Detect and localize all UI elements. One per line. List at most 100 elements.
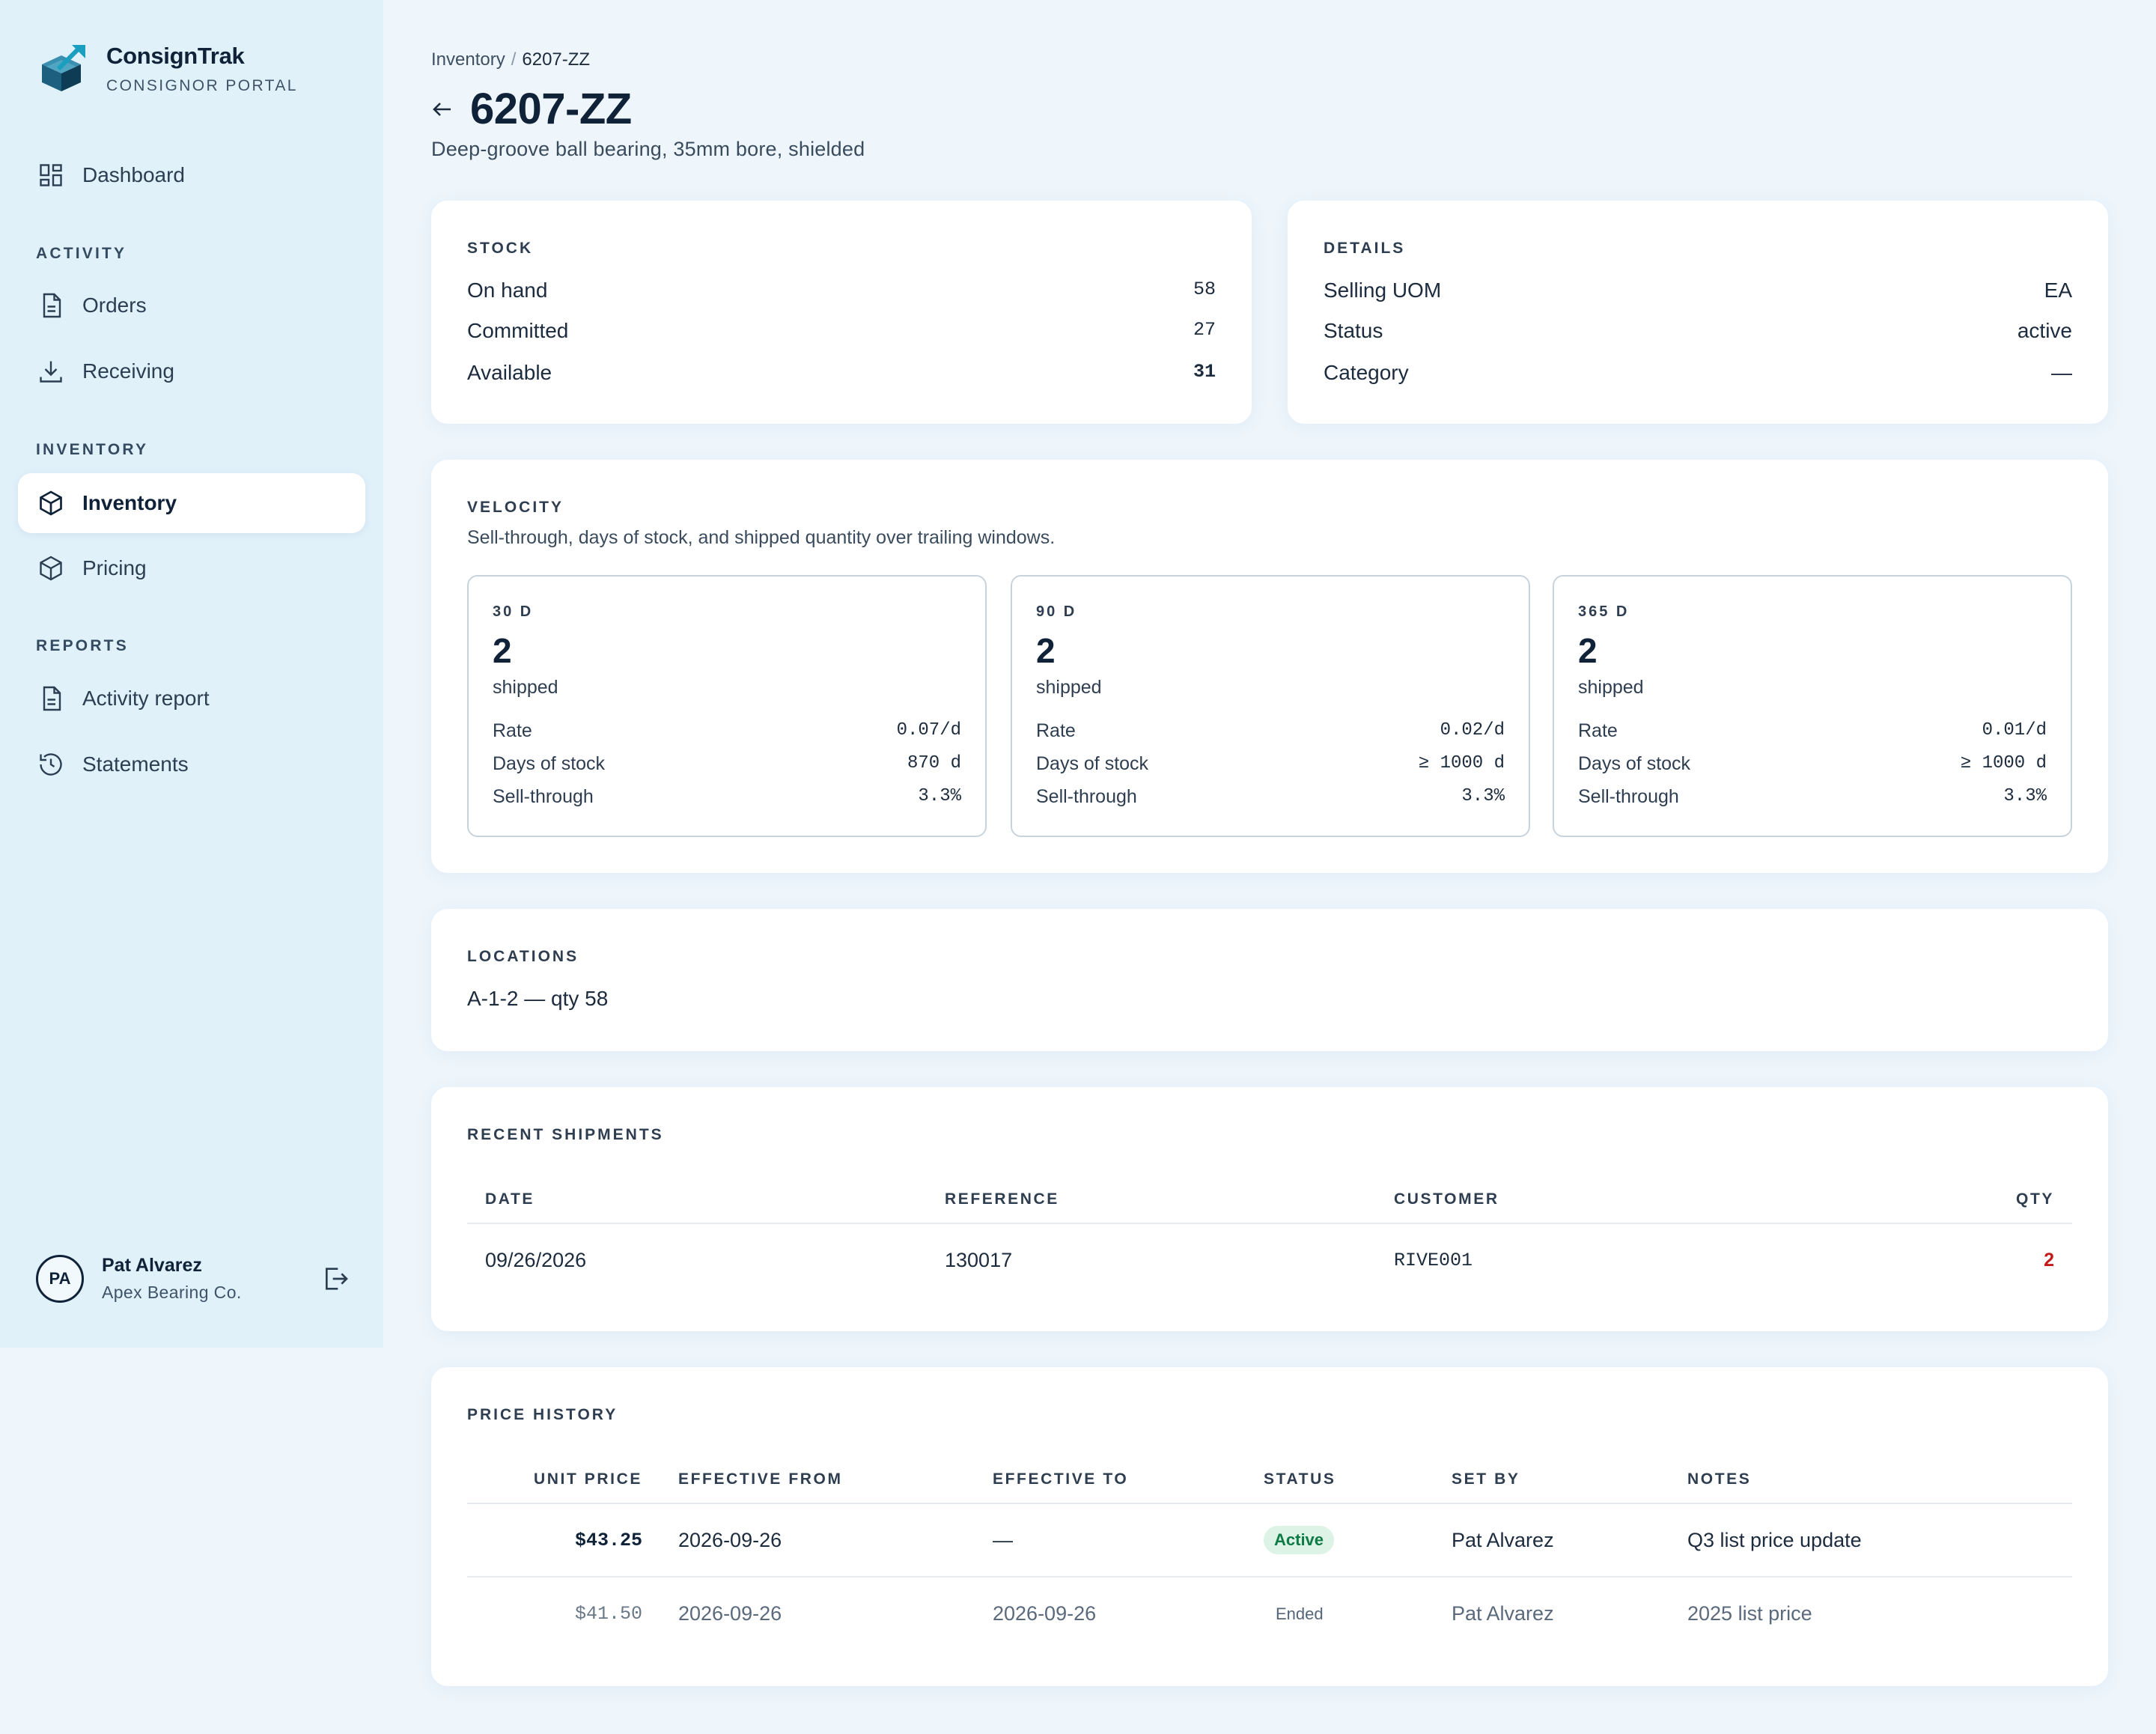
history-icon [36, 749, 66, 779]
velocity-subtitle: Sell-through, days of stock, and shipped… [467, 527, 1056, 548]
nav-activity-report[interactable]: Activity report [18, 669, 365, 728]
box-icon [36, 488, 66, 518]
column-header-reference: REFERENCE [945, 1190, 1059, 1208]
shipments-header-row: DATE REFERENCE CUSTOMER QTY [467, 1175, 2072, 1223]
nav-pricing[interactable]: Pricing [18, 538, 365, 598]
velocity-shipped-value: 2 [493, 631, 512, 670]
column-header-notes: NOTES [1687, 1470, 1752, 1488]
price-notes: Q3 list price update [1687, 1528, 1862, 1551]
price-effective-to: 2026-09-26 [993, 1602, 1097, 1625]
velocity-shipped-value: 2 [1578, 631, 1598, 670]
velocity-dos-label: Days of stock [1578, 753, 1691, 774]
price-status-cell: Active [1264, 1503, 1452, 1577]
velocity-rate-row: Rate 0.07/d [493, 720, 961, 742]
column-header-customer: CUSTOMER [1394, 1190, 1499, 1208]
nav-dashboard[interactable]: Dashboard [18, 145, 365, 205]
document-icon [36, 684, 66, 714]
nav-section-inventory: INVENTORY [36, 441, 149, 458]
locations-card: LOCATIONS A-1-2 — qty 58 [431, 909, 2108, 1051]
details-card-title: DETAILS [1324, 240, 1406, 257]
stock-value: 27 [1193, 319, 1216, 341]
velocity-window-365d: 365 D 2 shipped Rate 0.01/d Days of stoc… [1553, 575, 2072, 837]
details-label: Selling UOM [1324, 279, 1442, 302]
breadcrumb: Inventory /6207-ZZ [431, 49, 590, 70]
velocity-shipped-unit: shipped [1578, 677, 1644, 698]
velocity-sell-through-row: Sell-through 3.3% [493, 786, 961, 808]
price-unit-price: $41.50 [574, 1603, 642, 1625]
brand[interactable]: ConsignTrak CONSIGNOR PORTAL [36, 42, 298, 96]
nav-orders[interactable]: Orders [18, 276, 365, 335]
velocity-rate-value: 0.02/d [1440, 720, 1505, 740]
details-row-status: Status active [1324, 319, 2072, 343]
table-row[interactable]: $43.25 2026-09-26 — Active Pat Alvarez Q… [467, 1503, 2072, 1577]
shipment-date: 09/26/2026 [485, 1249, 587, 1271]
price-effective-from: 2026-09-26 [678, 1528, 782, 1551]
nav-activity-report-label: Activity report [82, 687, 210, 710]
locations-card-title: LOCATIONS [467, 948, 579, 965]
table-row[interactable]: $41.50 2026-09-26 2026-09-26 Ended Pat A… [467, 1577, 2072, 1650]
stock-row-available: Available 31 [467, 361, 1216, 385]
velocity-dos-value: 870 d [907, 753, 961, 773]
nav-receiving[interactable]: Receiving [18, 341, 365, 401]
page-description: Deep-groove ball bearing, 35mm bore, shi… [431, 138, 865, 160]
price-effective-from: 2026-09-26 [678, 1602, 782, 1625]
velocity-window-30d: 30 D 2 shipped Rate 0.07/d Days of stock… [467, 575, 987, 837]
stock-label: Committed [467, 319, 569, 342]
column-header-date: DATE [485, 1190, 535, 1208]
stock-card: STOCK On hand 58 Committed 27 Available … [431, 201, 1252, 424]
velocity-window-90d: 90 D 2 shipped Rate 0.02/d Days of stock… [1011, 575, 1530, 837]
velocity-dos-row: Days of stock ≥ 1000 d [1036, 753, 1505, 775]
page-title: 6207-ZZ [470, 85, 632, 133]
download-icon [36, 356, 66, 386]
shipment-reference[interactable]: 130017 [945, 1249, 1013, 1271]
price-history-table: UNIT PRICE EFFECTIVE FROM EFFECTIVE TO S… [467, 1455, 2072, 1650]
velocity-dos-value: ≥ 1000 d [1418, 753, 1505, 773]
velocity-shipped-unit: shipped [1036, 677, 1102, 698]
price-history-card: PRICE HISTORY UNIT PRICE EFFECTIVE FROM … [431, 1367, 2108, 1686]
user-name: Pat Alvarez [102, 1255, 202, 1276]
brand-subtitle: CONSIGNOR PORTAL [106, 77, 298, 94]
nav-inventory[interactable]: Inventory [18, 473, 365, 533]
velocity-sell-through-label: Sell-through [493, 786, 594, 807]
details-label: Status [1324, 319, 1383, 342]
user-org: Apex Bearing Co. [102, 1283, 242, 1302]
price-notes: 2025 list price [1687, 1602, 1812, 1625]
stock-label: On hand [467, 279, 548, 302]
velocity-dos-row: Days of stock ≥ 1000 d [1578, 753, 2047, 775]
velocity-shipped-unit: shipped [493, 677, 558, 698]
column-header-status: STATUS [1264, 1470, 1336, 1488]
details-value: EA [2044, 279, 2072, 302]
avatar[interactable]: PA [36, 1255, 84, 1303]
price-history-card-title: PRICE HISTORY [467, 1406, 618, 1423]
velocity-sell-through-value: 3.3% [1461, 786, 1505, 806]
velocity-dos-label: Days of stock [1036, 753, 1149, 774]
status-badge: Active [1264, 1526, 1335, 1554]
document-icon [36, 290, 66, 320]
shipments-card-title: RECENT SHIPMENTS [467, 1126, 664, 1143]
velocity-window-label: 30 D [493, 603, 534, 620]
stock-value: 58 [1193, 279, 1216, 300]
logout-icon[interactable] [320, 1264, 350, 1294]
column-header-set-by: SET BY [1452, 1470, 1520, 1488]
price-unit-price: $43.25 [574, 1529, 642, 1551]
breadcrumb-parent-link[interactable]: Inventory [431, 49, 505, 70]
stock-row-on-hand: On hand 58 [467, 279, 1216, 302]
velocity-window-label: 90 D [1036, 603, 1077, 620]
price-status-cell: Ended [1264, 1577, 1452, 1650]
details-row-uom: Selling UOM EA [1324, 279, 2072, 302]
velocity-sell-through-value: 3.3% [2003, 786, 2047, 806]
stock-value: 31 [1193, 361, 1216, 383]
price-set-by: Pat Alvarez [1452, 1602, 1554, 1625]
price-history-header-row: UNIT PRICE EFFECTIVE FROM EFFECTIVE TO S… [467, 1455, 2072, 1503]
nav-statements[interactable]: Statements [18, 734, 365, 794]
column-header-effective-from: EFFECTIVE FROM [678, 1470, 843, 1488]
shipments-card: RECENT SHIPMENTS DATE REFERENCE CUSTOMER… [431, 1087, 2108, 1331]
breadcrumb-separator: / [511, 49, 517, 70]
status-badge: Ended [1276, 1604, 1324, 1623]
table-row[interactable]: 09/26/2026 130017 RIVE001 2 [467, 1223, 2072, 1297]
nav-statements-label: Statements [82, 752, 189, 776]
shipment-customer: RIVE001 [1394, 1250, 1473, 1271]
back-arrow-icon[interactable] [430, 93, 454, 126]
nav-orders-label: Orders [82, 293, 147, 317]
velocity-sell-through-value: 3.3% [918, 786, 961, 806]
